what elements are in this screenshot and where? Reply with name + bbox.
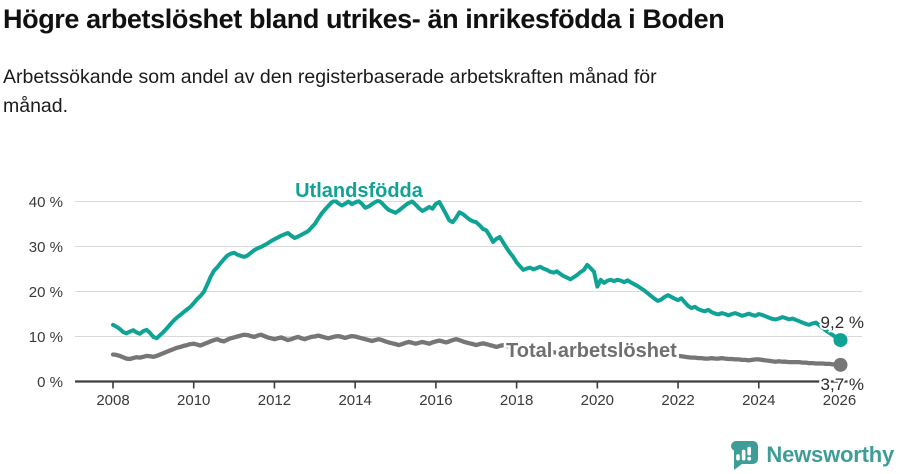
chart-subtitle-line1: Arbetssökande som andel av den registerb… xyxy=(3,66,657,88)
series-label-utlandsfodda: Utlandsfödda xyxy=(295,180,424,202)
series-line-total-arbetsloshet xyxy=(110,332,842,368)
logo-bar-tall xyxy=(742,449,746,461)
x-tick-label: 2016 xyxy=(419,392,452,409)
end-value-label-total-arbetsloshet: 3,7 % xyxy=(821,375,864,394)
y-tick-label: 30 % xyxy=(29,239,63,256)
y-tick-label: 20 % xyxy=(29,284,63,301)
x-tick-label: 2014 xyxy=(338,392,371,409)
newsworthy-brand: Newsworthy xyxy=(729,440,894,470)
chart-title: Högre arbetslöshet bland utrikes- än inr… xyxy=(3,4,725,34)
logo-bar-short xyxy=(736,454,741,461)
end-value-label-utlandsfodda: 9,2 % xyxy=(821,313,864,332)
series-endpoint-utlandsfodda xyxy=(833,333,848,348)
chart-subtitle: Arbetssökande som andel av den registerb… xyxy=(3,63,657,121)
x-tick-label: 2010 xyxy=(177,392,210,409)
newsworthy-brand-text: Newsworthy xyxy=(766,442,894,467)
series-endpoint-total-arbetsloshet xyxy=(833,357,848,372)
x-tick-label: 2022 xyxy=(661,392,694,409)
series-line-utlandsfodda xyxy=(111,198,842,343)
x-tick-label: 2018 xyxy=(500,392,533,409)
chart-subtitle-line2: månad. xyxy=(3,95,69,117)
x-tick-label: 2020 xyxy=(581,392,614,409)
y-tick-label: 0 % xyxy=(37,374,63,391)
x-tick-label: 2024 xyxy=(742,392,775,409)
logo-exclamation-bar xyxy=(747,446,752,456)
y-tick-label: 40 % xyxy=(29,194,63,211)
x-tick-label: 2012 xyxy=(258,392,291,409)
x-tick-label: 2008 xyxy=(96,392,129,409)
newsworthy-logo-icon xyxy=(731,441,759,470)
series-label-total-arbetsloshet: Total arbetslöshet xyxy=(506,340,677,362)
logo-exclamation-dot xyxy=(747,456,752,461)
y-tick-label: 10 % xyxy=(29,329,63,346)
x-tick-label: 2026 xyxy=(823,392,856,409)
